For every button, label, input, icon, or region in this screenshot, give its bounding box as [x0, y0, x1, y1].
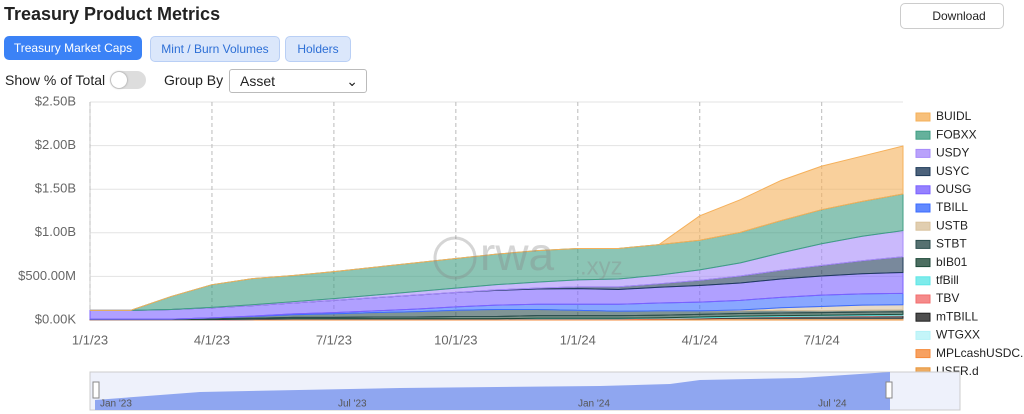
x-tick-label: 4/1/23 — [194, 332, 230, 347]
area — [90, 292, 904, 320]
y-tick-label: $2.50B — [35, 93, 76, 108]
legend-label: TBILL — [936, 200, 968, 214]
area — [90, 313, 904, 321]
legend-label: tfBill — [936, 273, 959, 287]
watermark-suffix: .xyz — [580, 253, 623, 280]
download-label: Download — [932, 9, 986, 23]
legend-label: USTB — [936, 218, 968, 232]
legend-swatch — [915, 130, 931, 140]
x-tick-label: 7/1/24 — [804, 332, 840, 347]
area — [90, 315, 904, 321]
y-tick-label: $1.50B — [35, 181, 76, 196]
tab[interactable]: Treasury Market Caps — [4, 36, 142, 60]
download-button[interactable]: Download — [900, 3, 1004, 29]
y-tick-label: $0.00K — [35, 311, 77, 326]
area — [90, 317, 904, 321]
area — [89, 311, 904, 321]
legend-label: MPLcashUSDC. — [936, 346, 1023, 360]
legend-swatch — [915, 312, 931, 322]
x-tick-label: 1/1/23 — [72, 332, 108, 347]
navigator: Jan '23 Jul '23 Jan '24 Jul '24 — [89, 371, 961, 411]
legend-swatch — [915, 367, 931, 377]
toggle[interactable] — [110, 71, 146, 89]
legend-label: STBT — [936, 237, 967, 251]
tab[interactable]: Mint / Burn Volumes — [150, 36, 280, 62]
area — [90, 230, 904, 311]
area — [90, 256, 904, 311]
legend-swatch — [915, 294, 931, 304]
x-tick-label: 7/1/23 — [316, 332, 352, 347]
legend: BUIDL FOBXX USDY USYC OUSG TBILL USTB STBT bIB01… — [915, 109, 1023, 378]
legend-swatch — [915, 330, 931, 340]
legend-label: BUIDL — [936, 109, 972, 123]
legend-label: WTGXX — [936, 328, 980, 342]
x-tick-label: 4/1/24 — [682, 332, 718, 347]
chevron: ⌄ — [346, 73, 358, 89]
legend-swatch — [915, 276, 931, 286]
legend-label: mTBILL — [936, 309, 978, 323]
legend-label: USFR.d — [936, 364, 979, 378]
tab[interactable]: Holders — [285, 36, 351, 62]
area — [90, 304, 904, 320]
area — [90, 318, 904, 321]
toggle-knob — [111, 72, 127, 88]
navigator-label: Jul '23 — [338, 399, 367, 410]
area — [90, 145, 904, 311]
y-tick-label: $1.00B — [35, 224, 76, 239]
navigator-label: Jan '24 — [578, 399, 610, 410]
legend-swatch — [915, 203, 931, 213]
area — [89, 271, 904, 320]
page-title: Treasury Product Metrics — [4, 4, 221, 24]
legend-swatch — [915, 167, 931, 177]
legend-swatch — [915, 239, 931, 249]
toggle-label: Show % of Total — [5, 72, 106, 88]
y-tick-label: $2.00B — [35, 137, 76, 152]
legend-label: OUSG — [936, 182, 971, 196]
watermark: rwa .xyz — [433, 228, 623, 280]
group-by-label: Group By — [164, 72, 224, 88]
legend-label: USDY — [936, 146, 969, 160]
area — [89, 314, 904, 321]
y-tick-label: $500.00M — [18, 268, 76, 283]
group-by-select[interactable]: Asset ⌄ — [229, 69, 367, 93]
legend-swatch — [915, 258, 931, 268]
watermark-text: rwa — [480, 228, 555, 280]
area — [90, 309, 904, 320]
legend-label: TBV — [936, 291, 959, 305]
legend-swatch — [915, 221, 931, 231]
x-tick-label: 1/1/24 — [560, 332, 596, 347]
navigator-label: Jan '23 — [100, 399, 132, 410]
legend-label: FOBXX — [936, 127, 977, 141]
navigator-label: Jul '24 — [818, 399, 847, 410]
x-tick-label: 10/1/23 — [434, 332, 477, 347]
legend-swatch — [915, 349, 931, 359]
select-value: Asset — [240, 73, 276, 89]
legend-label: bIB01 — [936, 255, 968, 269]
legend-swatch — [915, 112, 931, 122]
legend-label: USYC — [936, 164, 970, 178]
legend-swatch — [915, 185, 931, 195]
area — [90, 193, 904, 311]
legend-swatch — [915, 148, 931, 158]
